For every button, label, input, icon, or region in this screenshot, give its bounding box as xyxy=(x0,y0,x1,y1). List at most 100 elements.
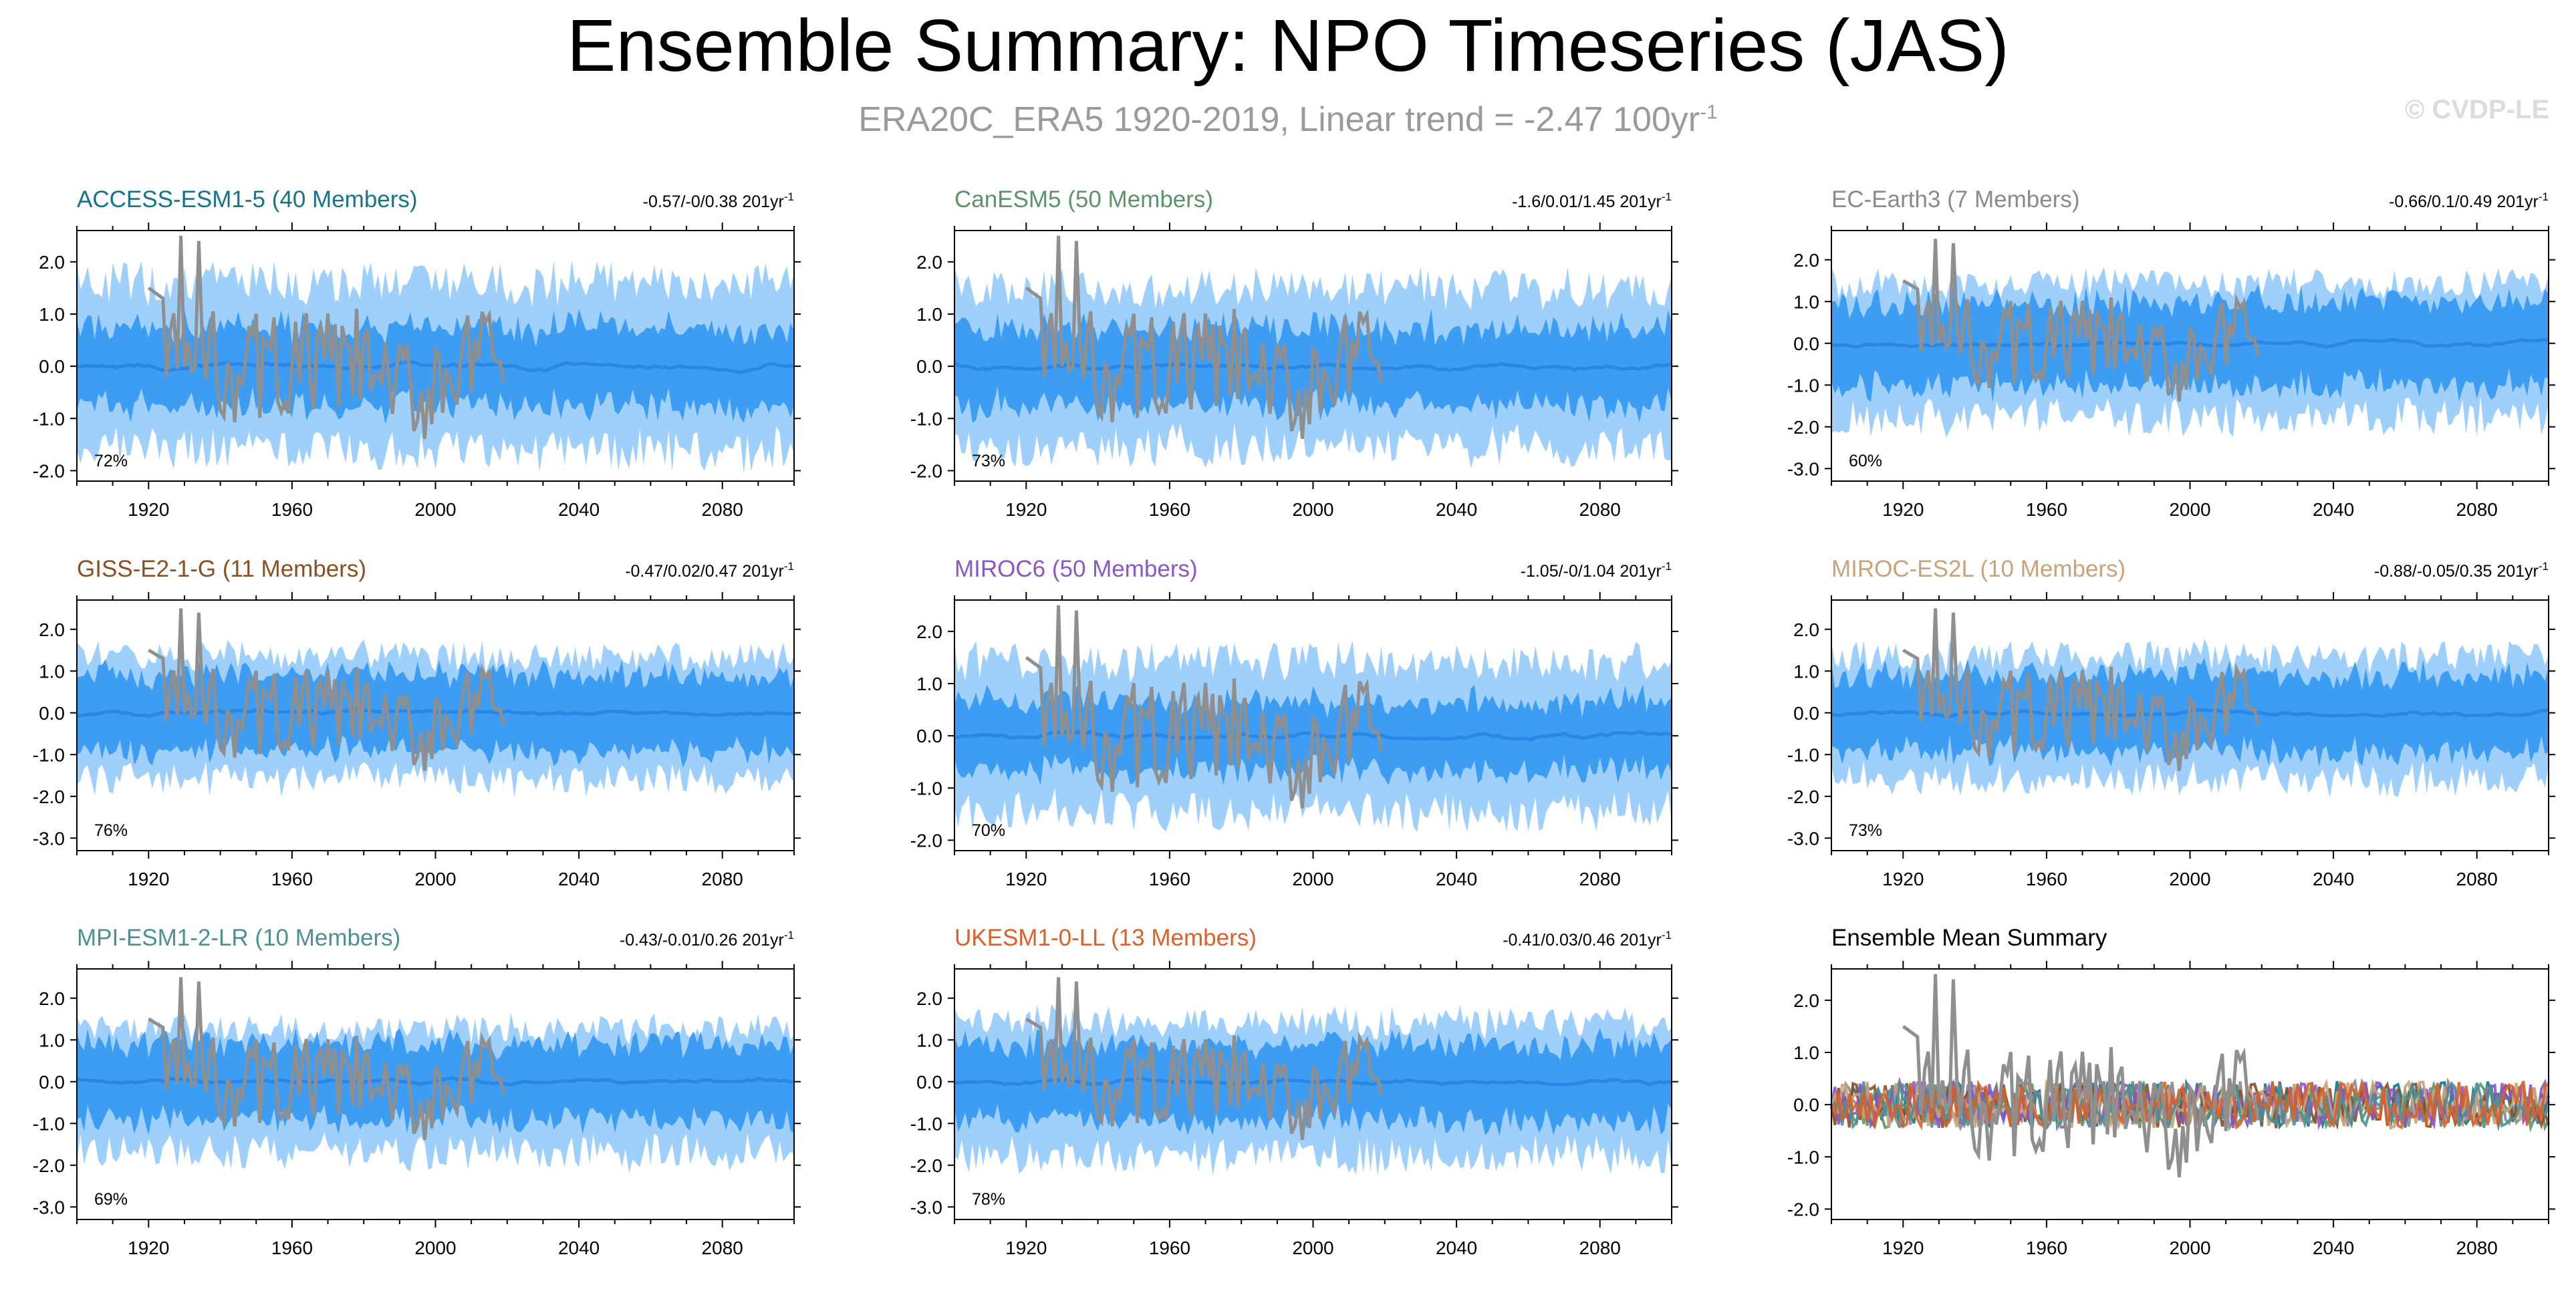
x-tick-label: 1960 xyxy=(2026,1238,2067,1258)
x-tick-label: 2080 xyxy=(2456,499,2498,520)
page-title: Ensemble Summary: NPO Timeseries (JAS) xyxy=(567,5,2009,87)
y-tick-label: -1.0 xyxy=(910,1113,942,1134)
y-tick-label: -2.0 xyxy=(1787,1199,1819,1219)
x-tick-label: 1960 xyxy=(1149,499,1190,520)
x-tick-label: 2080 xyxy=(2456,1238,2498,1258)
y-tick-label: -1.0 xyxy=(33,744,65,765)
panel-trend: -0.57/-0/0.38 201yr-1 xyxy=(643,190,794,211)
page-subtitle: ERA20C_ERA5 1920-2019, Linear trend = -2… xyxy=(0,99,2576,140)
panel-trend: -1.6/0.01/1.45 201yr-1 xyxy=(1512,190,1672,211)
x-tick-label: 2040 xyxy=(1436,1238,1477,1258)
panel-6: MPI-ESM1-2-LR (10 Members) -0.43/-0.01/0.… xyxy=(33,925,801,1258)
x-tick-label: 2080 xyxy=(1579,869,1621,889)
y-tick-label: -2.0 xyxy=(910,830,942,851)
observed-series-line xyxy=(148,977,505,1140)
y-tick-label: -2.0 xyxy=(33,1155,65,1176)
y-tick-label: 1.0 xyxy=(916,674,942,694)
panel-trend: -0.66/0.1/0.49 201yr-1 xyxy=(2389,190,2549,211)
y-tick-label: 1.0 xyxy=(916,1030,942,1050)
y-tick-label: 2.0 xyxy=(1793,250,1819,271)
panel-trend: -0.88/-0.05/0.35 201yr-1 xyxy=(2374,560,2549,581)
x-tick-label: 1960 xyxy=(271,869,313,889)
observed-series-line xyxy=(1025,235,1383,439)
x-tick-label: 1960 xyxy=(271,499,313,520)
percent-label: 76% xyxy=(94,821,128,840)
panel-5: MIROC-ES2L (10 Members) -0.88/-0.05/0.35 … xyxy=(1787,556,2555,889)
x-tick-label: 2000 xyxy=(2169,869,2210,889)
x-tick-label: 1920 xyxy=(128,869,169,889)
x-tick-label: 2040 xyxy=(2313,499,2354,520)
panel-title: ACCESS-ESM1-5 (40 Members) xyxy=(77,186,418,212)
y-tick-label: 1.0 xyxy=(1793,291,1819,312)
x-tick-label: 2000 xyxy=(414,499,456,520)
x-tick-label: 2080 xyxy=(702,869,743,889)
y-tick-label: 1.0 xyxy=(1793,1042,1819,1063)
panel-4: MIROC6 (50 Members) -1.05/-0/1.04 201yr-1… xyxy=(910,556,1678,889)
y-tick-label: 2.0 xyxy=(1793,619,1819,640)
x-tick-label: 2080 xyxy=(2456,869,2498,889)
observed-series-line xyxy=(148,608,505,771)
x-tick-label: 2000 xyxy=(414,869,456,889)
observed-series-line xyxy=(1902,608,2260,771)
x-tick-label: 1920 xyxy=(1882,869,1924,889)
x-tick-label: 2040 xyxy=(1436,499,1477,520)
x-tick-label: 2000 xyxy=(1292,499,1333,520)
x-tick-label: 2040 xyxy=(1436,869,1477,889)
y-tick-label: -1.0 xyxy=(1787,375,1819,396)
x-tick-label: 1960 xyxy=(1149,1238,1190,1258)
panel-0: ACCESS-ESM1-5 (40 Members) -0.57/-0/0.38 … xyxy=(33,186,801,520)
x-tick-label: 2040 xyxy=(558,1238,600,1258)
y-tick-label: -1.0 xyxy=(910,408,942,429)
subtitle-superscript: -1 xyxy=(1700,101,1718,124)
panel-trend: -0.41/0.03/0.46 201yr-1 xyxy=(1503,929,1672,950)
y-tick-label: 2.0 xyxy=(39,619,65,640)
x-tick-label: 1920 xyxy=(1005,499,1047,520)
x-tick-label: 1920 xyxy=(1882,1238,1924,1258)
percent-label: 78% xyxy=(972,1190,1005,1209)
percent-label: 69% xyxy=(94,1190,128,1209)
y-tick-label: 1.0 xyxy=(916,304,942,325)
subtitle-text: ERA20C_ERA5 1920-2019, Linear trend = -2… xyxy=(858,100,1700,139)
x-tick-label: 1920 xyxy=(1882,499,1924,520)
panel-title: MIROC6 (50 Members) xyxy=(954,556,1198,582)
y-tick-label: -3.0 xyxy=(33,828,65,849)
x-tick-label: 2040 xyxy=(2313,1238,2354,1258)
panel-1: CanESM5 (50 Members) -1.6/0.01/1.45 201yr… xyxy=(910,186,1678,520)
y-tick-label: 0.0 xyxy=(1793,703,1819,724)
panel-7: UKESM1-0-LL (13 Members) -0.41/0.03/0.46 … xyxy=(910,925,1678,1258)
x-tick-label: 2040 xyxy=(558,869,600,889)
panel-title: CanESM5 (50 Members) xyxy=(954,186,1213,212)
panel-title: GISS-E2-1-G (11 Members) xyxy=(77,556,366,582)
x-tick-label: 2040 xyxy=(558,499,600,520)
y-tick-label: 2.0 xyxy=(916,621,942,642)
y-tick-label: 0.0 xyxy=(39,356,65,377)
y-tick-label: 0.0 xyxy=(916,726,942,746)
observed-series-line xyxy=(147,235,505,439)
y-tick-label: -2.0 xyxy=(910,460,942,481)
panel-title: MPI-ESM1-2-LR (10 Members) xyxy=(77,925,400,951)
x-tick-label: 1960 xyxy=(2026,499,2067,520)
panel-title: EC-Earth3 (7 Members) xyxy=(1831,186,2079,212)
percent-label: 72% xyxy=(94,452,128,470)
panel-title: MIROC-ES2L (10 Members) xyxy=(1831,556,2126,582)
panel-title: Ensemble Mean Summary xyxy=(1831,925,2107,951)
y-tick-label: -2.0 xyxy=(1787,417,1819,438)
y-tick-label: 2.0 xyxy=(39,252,65,273)
x-tick-label: 2080 xyxy=(702,499,743,520)
y-tick-label: -2.0 xyxy=(910,1155,942,1176)
y-tick-label: 0.0 xyxy=(39,703,65,724)
x-tick-label: 1920 xyxy=(128,1238,169,1258)
x-tick-label: 1920 xyxy=(1005,1238,1047,1258)
y-tick-label: -1.0 xyxy=(33,1113,65,1134)
y-tick-label: 2.0 xyxy=(39,988,65,1009)
percent-label: 73% xyxy=(1849,821,1882,840)
x-tick-label: 2000 xyxy=(2169,1238,2210,1258)
x-tick-label: 1960 xyxy=(271,1238,313,1258)
panel-title: UKESM1-0-LL (13 Members) xyxy=(954,925,1257,951)
y-tick-label: -2.0 xyxy=(33,786,65,807)
y-tick-label: 1.0 xyxy=(39,304,65,325)
observed-series-line xyxy=(1902,974,2260,1177)
y-tick-label: -1.0 xyxy=(1787,744,1819,765)
y-tick-label: -3.0 xyxy=(910,1197,942,1217)
